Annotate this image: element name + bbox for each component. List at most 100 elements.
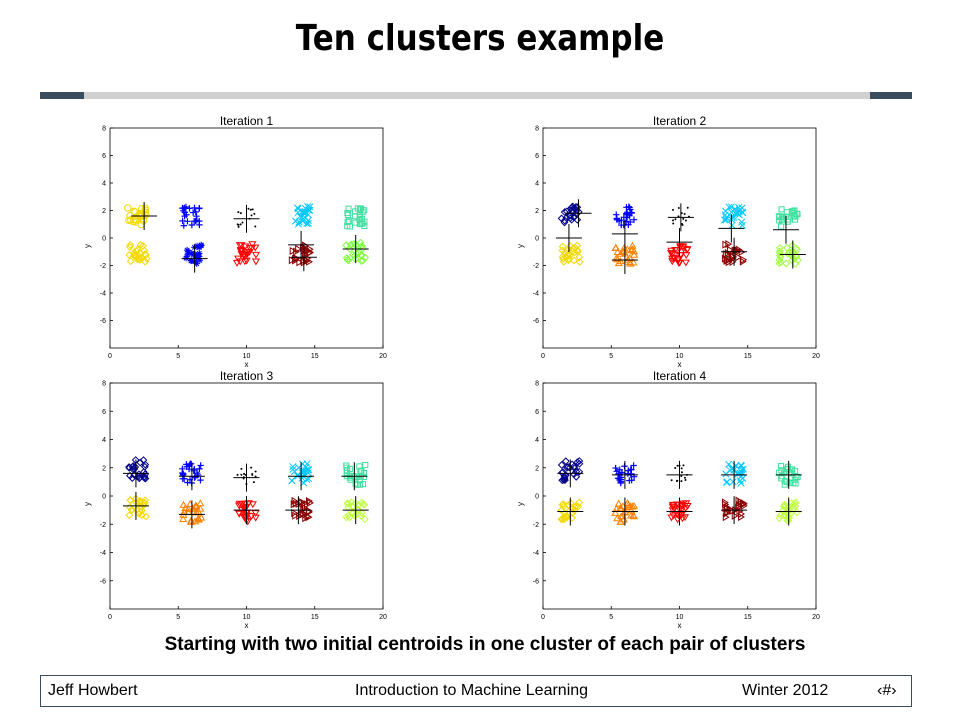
cluster-3 [612, 462, 638, 487]
x-tick-label: 20 [379, 353, 387, 360]
centroid-marker [666, 460, 693, 489]
data-point [668, 507, 677, 515]
data-point [351, 251, 359, 260]
y-tick-label: -6 [100, 578, 106, 585]
data-point [184, 505, 193, 513]
data-point [737, 498, 745, 507]
data-point [196, 499, 205, 507]
title-rule-left [40, 92, 84, 99]
data-point [142, 512, 150, 521]
data-point [611, 244, 620, 251]
data-point [630, 462, 637, 469]
centroid-marker [131, 202, 158, 230]
data-point [680, 467, 683, 470]
y-tick-label: -2 [533, 263, 539, 270]
centroid-marker [667, 203, 694, 232]
data-point [736, 507, 744, 516]
data-point [194, 515, 203, 523]
cluster-2 [125, 241, 151, 266]
data-point [305, 206, 313, 214]
data-point [240, 473, 243, 476]
data-point [736, 501, 744, 510]
data-point [289, 463, 297, 471]
data-point [248, 501, 257, 509]
data-point [356, 481, 364, 488]
data-point [132, 218, 140, 226]
data-point [722, 207, 730, 215]
data-point [563, 513, 571, 522]
data-point [141, 211, 150, 219]
data-point [777, 463, 785, 470]
data-point [139, 468, 148, 476]
data-point [251, 251, 261, 259]
data-point [188, 221, 196, 229]
centroid-marker [721, 496, 748, 525]
footer-bar: Jeff Howbert Introduction to Machine Lea… [40, 675, 912, 707]
data-point [791, 476, 798, 483]
data-point [785, 513, 794, 522]
data-point [615, 504, 625, 512]
data-point [351, 511, 360, 520]
centroid-marker [233, 463, 260, 492]
data-point [125, 463, 133, 471]
centroid-marker [775, 497, 802, 526]
data-point [566, 211, 575, 220]
data-point [613, 248, 622, 255]
data-point [727, 203, 735, 211]
data-point [130, 207, 138, 215]
data-point [673, 501, 682, 509]
data-point [627, 246, 636, 254]
centroid-marker [122, 491, 149, 520]
data-point [136, 241, 145, 249]
data-point [792, 467, 799, 475]
y-tick-label: 2 [102, 465, 106, 472]
cluster-9 [343, 461, 369, 488]
data-point [136, 458, 145, 467]
data-point [725, 460, 733, 468]
centroid-marker [666, 228, 693, 257]
data-point [290, 467, 299, 476]
data-point [677, 207, 680, 210]
data-point [682, 464, 685, 467]
centroid-marker [288, 230, 315, 259]
data-point [183, 253, 191, 260]
data-point [671, 219, 674, 222]
y-tick-label: -4 [533, 550, 539, 557]
data-point [141, 251, 150, 260]
data-point [187, 516, 196, 524]
data-point [306, 249, 314, 258]
data-point [575, 467, 584, 476]
data-point [560, 512, 569, 521]
y-tick-label: 8 [535, 126, 539, 133]
data-point [253, 212, 256, 215]
data-point [343, 499, 352, 507]
data-point [681, 224, 684, 227]
y-axis-label: y [516, 244, 525, 248]
data-point [288, 477, 296, 485]
data-point [557, 461, 566, 469]
data-point [682, 247, 692, 255]
data-point [239, 223, 242, 226]
data-point [611, 508, 620, 516]
data-point [299, 469, 307, 477]
data-point [185, 465, 193, 473]
data-point [243, 472, 246, 475]
data-point [362, 461, 369, 469]
x-tick-label: 10 [676, 353, 684, 360]
y-axis-label: y [83, 244, 92, 248]
data-point [236, 473, 239, 476]
data-point [193, 242, 201, 250]
data-point [360, 473, 367, 480]
centroid-marker [342, 235, 369, 263]
data-point [728, 252, 736, 261]
cluster-6 [234, 500, 260, 526]
data-point [248, 241, 257, 249]
data-point [187, 257, 195, 265]
data-point [721, 254, 729, 263]
data-point [722, 240, 730, 249]
data-point [125, 511, 134, 520]
data-point [784, 506, 792, 515]
x-tick-label: 0 [541, 614, 545, 621]
data-point [357, 509, 366, 517]
data-point [613, 514, 622, 522]
